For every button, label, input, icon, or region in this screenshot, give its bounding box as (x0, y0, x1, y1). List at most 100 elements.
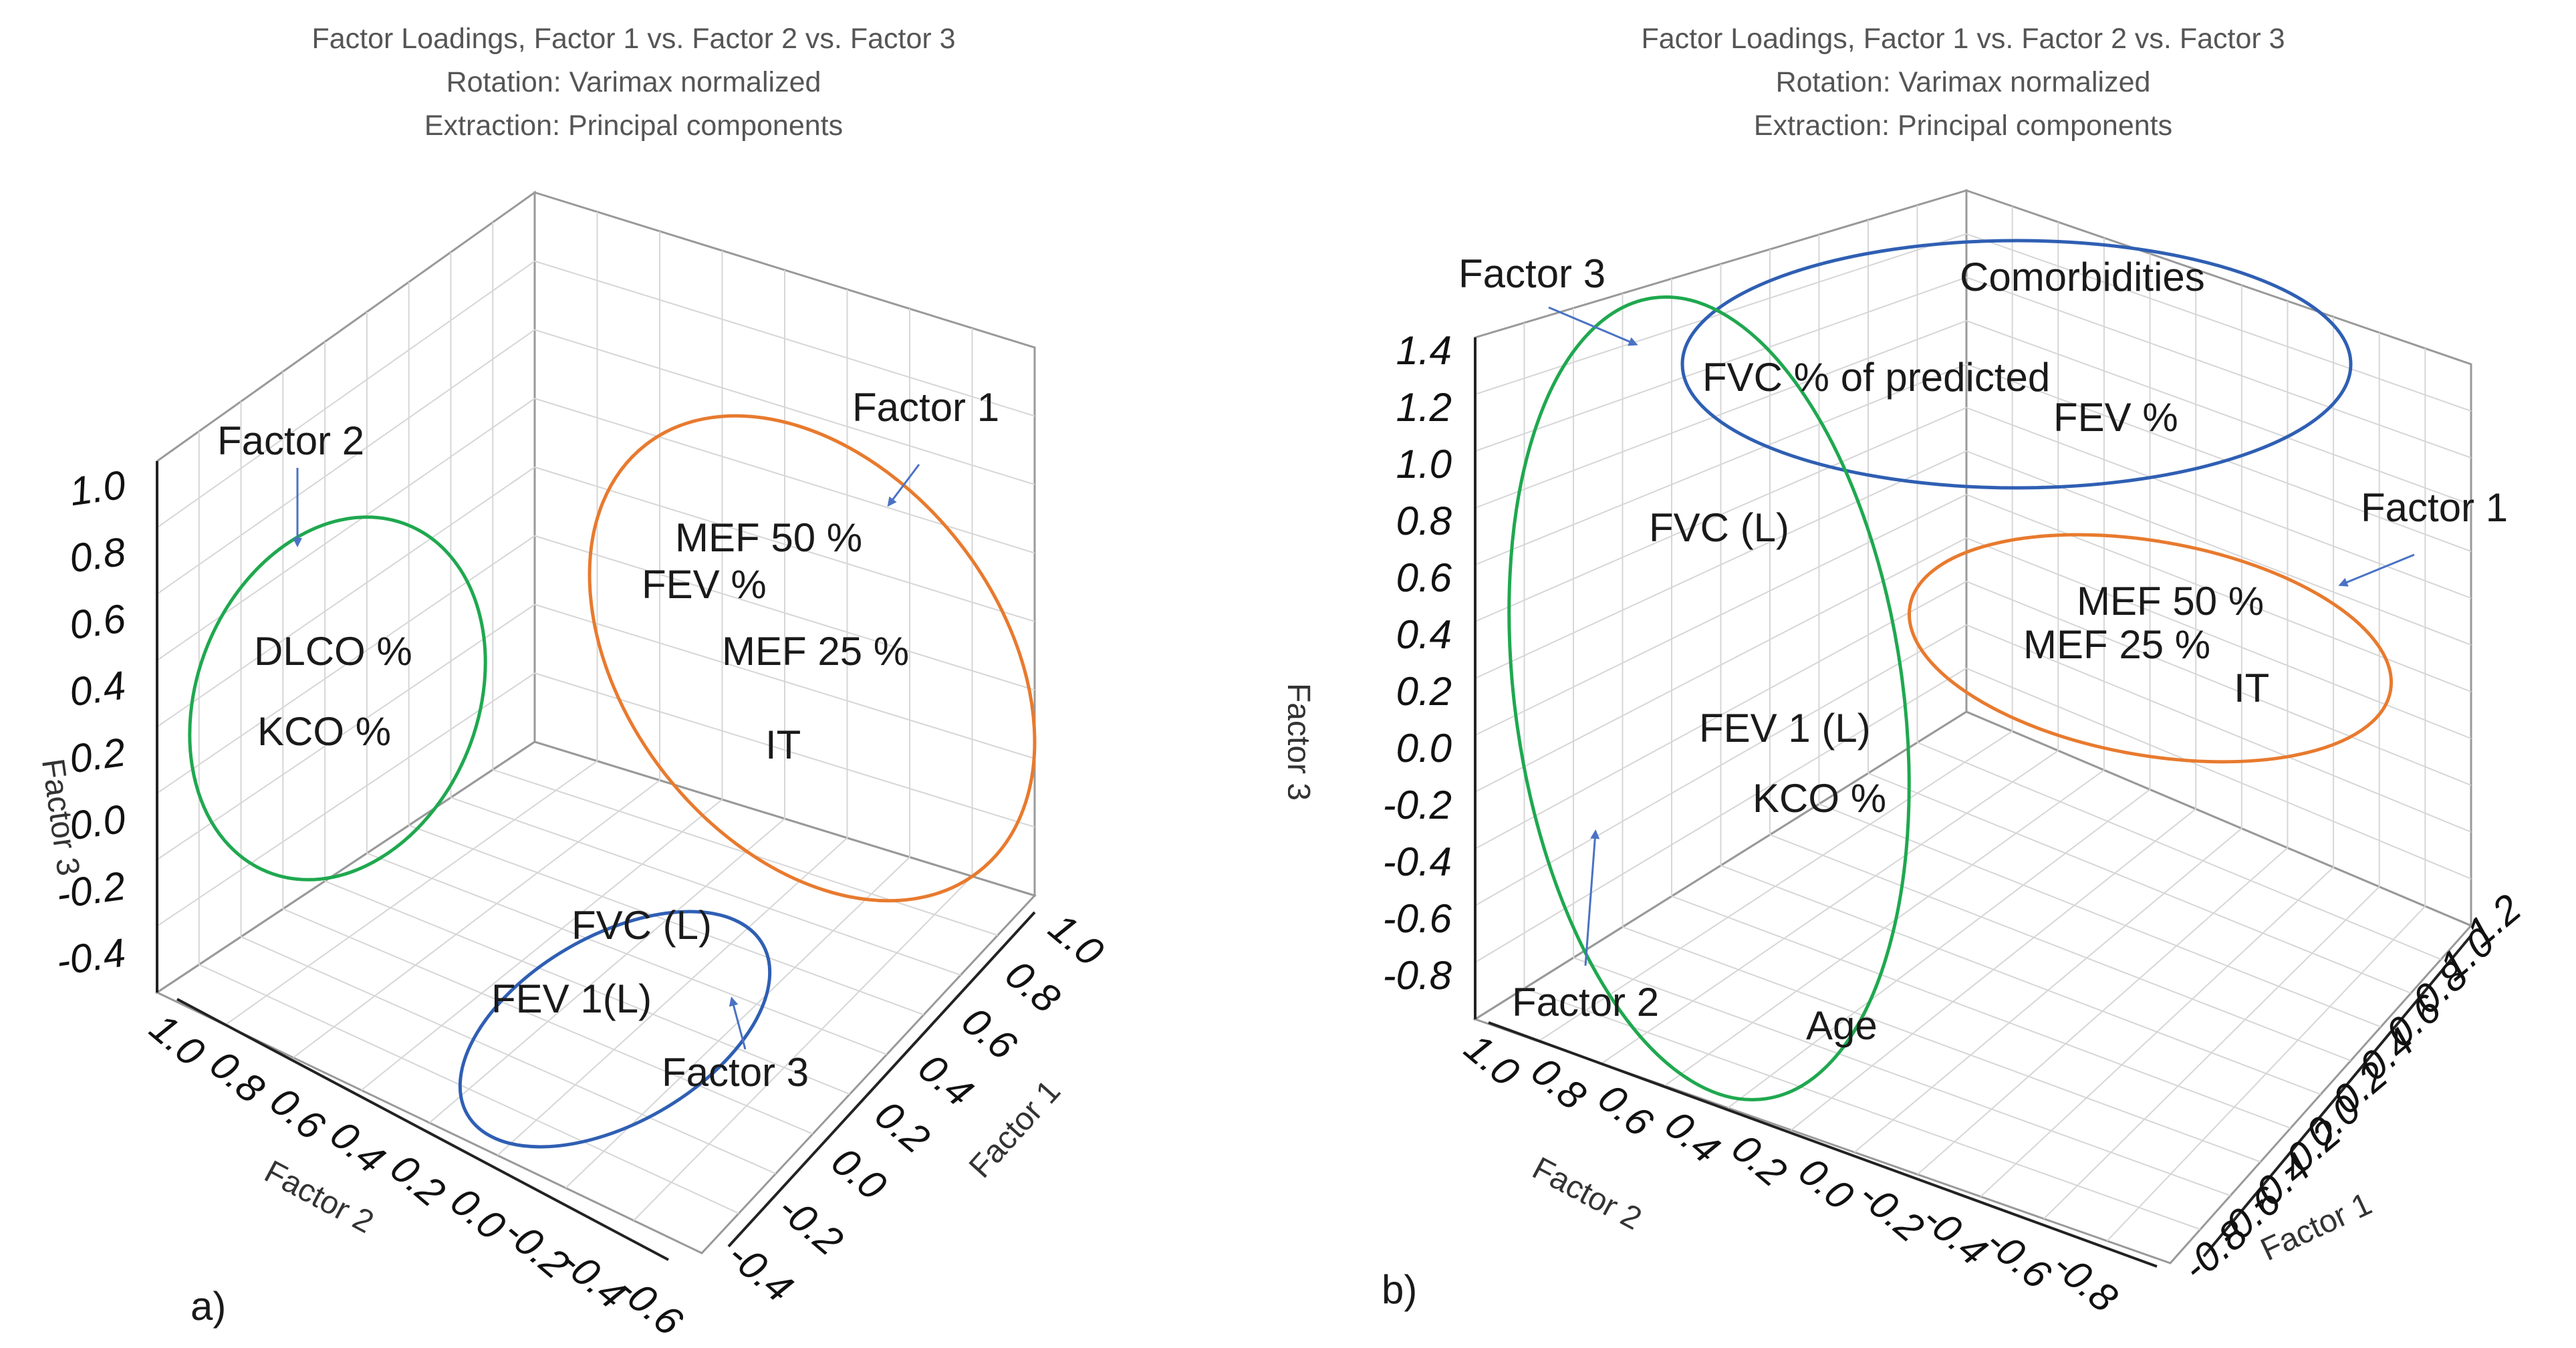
chart-panel-b: Factor Loadings, Factor 1 vs. Factor 2 v… (1281, 0, 2576, 1345)
chart-b-x-axis-line (2202, 934, 2472, 1258)
chart-a-z-tick: 0.8 (67, 529, 129, 581)
chart-b-z-tick: -0.6 (1383, 896, 1452, 941)
chart-b-z-tick: 0.4 (1396, 612, 1452, 657)
grid-line (1966, 364, 2472, 552)
grid-line (534, 329, 1035, 485)
grid-line (2106, 906, 2426, 1242)
grid-line (1474, 624, 1967, 906)
chart-a-x-tick: 1.0 (1041, 905, 1112, 975)
chart-b-z-tick: 1.4 (1396, 328, 1452, 373)
grid-line (1980, 866, 2334, 1198)
chart-b-var-label: MEF 25 % (2023, 622, 2210, 667)
chart-a-var-label: KCO % (257, 709, 391, 754)
grid-line (1474, 364, 1967, 565)
grid-line (497, 837, 848, 1156)
chart-b-var-label: Age (1806, 1003, 1878, 1048)
chart-a-x-axis-line (727, 911, 1036, 1248)
chart-b-z-ticks: 1.4 1.2 1.0 0.8 0.6 0.4 0.2 0.0 -0.2 -0.… (1383, 328, 1452, 998)
grid-line (428, 818, 785, 1123)
chart-a-z-tick: 0.6 (67, 595, 129, 648)
chart-a-y-tick: 0.4 (322, 1112, 394, 1182)
chart-a-z-tick: -0.4 (53, 930, 128, 984)
chart-b-var-label: IT (2234, 666, 2269, 710)
grid-line (2043, 886, 2380, 1220)
chart-a-panel-label: a) (190, 1284, 226, 1329)
chart-a-var-label: IT (765, 722, 801, 767)
grid-line (1671, 896, 2291, 1129)
chart-a-callout-factor3: Factor 3 (662, 1050, 809, 1095)
grid-line (1966, 624, 2472, 833)
chart-b-var-label: FEV 1 (L) (1699, 706, 1871, 751)
chart-a-y-tick: 0.2 (382, 1145, 454, 1216)
grid-line (1474, 407, 1967, 622)
grid-line (225, 760, 598, 1026)
grid-line (633, 875, 973, 1221)
chart-b-y-tick: -0.6 (1978, 1219, 2060, 1298)
grid-line (1474, 277, 1967, 452)
chart-a-z-tick: 0.4 (67, 663, 128, 715)
chart-a-x-tick: 0.2 (867, 1092, 938, 1162)
grid-line (1966, 581, 2472, 786)
chart-a-canvas: Factor Loadings, Factor 1 vs. Factor 2 v… (35, 23, 1112, 1345)
chart-b-z-tick: -0.8 (1383, 953, 1452, 998)
chart-a-factor1-ellipse (588, 414, 1037, 903)
grid-line (1474, 581, 1967, 849)
chart-b-z-tick: 0.8 (1396, 499, 1452, 543)
chart-a-x-axis-title: Factor 1 (962, 1073, 1067, 1184)
grid-line (534, 260, 1035, 417)
chart-b-callout-factor2-arrow (1584, 829, 1600, 966)
chart-b-y-tick: -0.4 (1914, 1196, 1996, 1274)
chart-b-y-tick: 0.4 (1657, 1102, 1728, 1172)
chart-a-x-tick: 0.6 (954, 998, 1025, 1069)
chart-a-callout-factor1: Factor 1 (852, 385, 999, 430)
chart-b-title-line-2: Rotation: Varimax normalized (1776, 66, 2151, 98)
grid-line (1474, 494, 1967, 736)
grid-line (534, 603, 1035, 759)
grid-line (534, 466, 1035, 622)
chart-b-y-tick: 0.2 (1724, 1125, 1795, 1196)
chart-b-z-tick: 0.2 (1396, 669, 1452, 714)
grid-line (1853, 827, 2242, 1153)
grid-line (156, 329, 535, 595)
chart-b-z-tick: -0.4 (1383, 839, 1452, 884)
chart-a-var-label: MEF 50 % (675, 515, 862, 560)
chart-b-y-axis-line (1488, 1021, 2158, 1268)
grid-line (360, 799, 723, 1091)
grid-line (156, 672, 535, 927)
chart-b-y-tick: 0.6 (1590, 1075, 1662, 1145)
grid-line (1966, 233, 2472, 412)
grid-line (534, 535, 1035, 691)
chart-b-y-tick: -0.8 (2045, 1242, 2127, 1321)
chart-b-var-label: KCO % (1753, 776, 1886, 821)
chart-b-title-line-1: Factor Loadings, Factor 1 vs. Factor 2 v… (1641, 23, 2285, 55)
chart-a-box (154, 190, 1037, 1261)
chart-b-y-axis-title: Factor 2 (1527, 1151, 1647, 1237)
grid-line (1573, 957, 2231, 1196)
chart-b-floor (1472, 710, 2473, 1264)
chart-a-z-tick: -0.2 (53, 863, 128, 918)
grid-line (1819, 803, 2381, 1028)
chart-a-callout-factor1-arrow (887, 464, 920, 507)
chart-b-factor3-ellipse (1680, 239, 2353, 490)
chart-a-gridlines (156, 212, 1035, 1221)
chart-b-factor1-ellipse (1907, 533, 2394, 764)
chart-a-x-tick: -0.2 (770, 1186, 852, 1264)
chart-a-z-tick: 0.0 (67, 797, 128, 849)
grid-line (1791, 808, 2196, 1131)
grid-line (156, 466, 535, 728)
chart-b-callout-factor3-arrow (1548, 306, 1638, 346)
grid-line (1474, 668, 1967, 963)
chart-b-z-tick: 1.2 (1396, 385, 1452, 430)
chart-panel-a: Factor Loadings, Factor 1 vs. Factor 2 v… (0, 0, 1288, 1345)
chart-a-z-tick: 0.2 (67, 730, 128, 782)
grid-line (156, 535, 535, 794)
chart-a-y-axis-line (176, 998, 669, 1261)
chart-a-title-line-3: Extraction: Principal components (424, 110, 843, 142)
chart-a-title-line-1: Factor Loadings, Factor 1 vs. Factor 2 v… (311, 23, 955, 55)
chart-b-callout-factor3: Factor 3 (1458, 251, 1605, 296)
chart-b-callout-factor2: Factor 2 (1512, 980, 1659, 1025)
grid-line (156, 260, 535, 529)
grid-line (1664, 769, 2105, 1087)
chart-a-y-tick: 0.6 (262, 1079, 334, 1149)
grid-line (1966, 668, 2472, 880)
